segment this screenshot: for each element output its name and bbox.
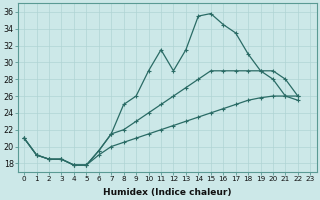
X-axis label: Humidex (Indice chaleur): Humidex (Indice chaleur) [103,188,231,197]
